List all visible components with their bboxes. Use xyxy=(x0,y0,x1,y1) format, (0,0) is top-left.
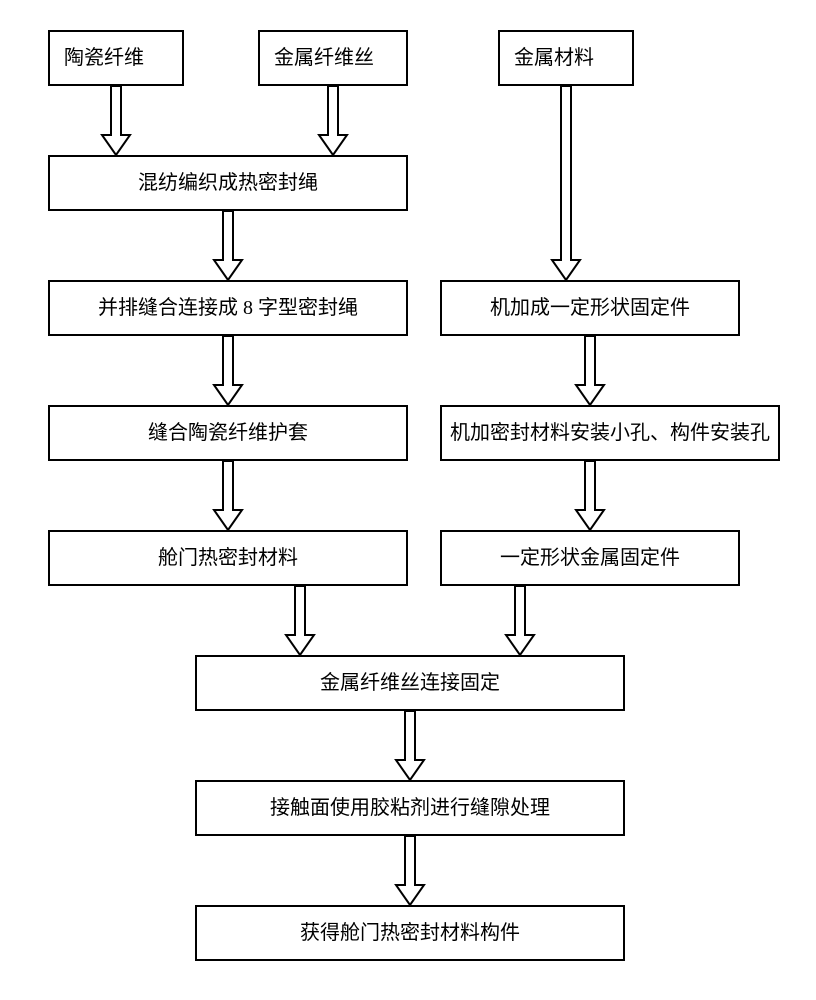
flow-arrow xyxy=(506,586,534,655)
flow-node-label: 陶瓷纤维 xyxy=(64,46,144,70)
flow-node-n2: 金属纤维丝 xyxy=(258,30,408,86)
flow-arrow xyxy=(396,711,424,780)
flow-node-n7: 缝合陶瓷纤维护套 xyxy=(48,405,408,461)
flow-arrow xyxy=(102,86,130,155)
flow-node-n1: 陶瓷纤维 xyxy=(48,30,184,86)
flow-node-n3: 金属材料 xyxy=(498,30,634,86)
flowchart-canvas: 陶瓷纤维 金属纤维丝 金属材料混纺编织成热密封绳并排缝合连接成 8 字型密封绳 机加成… xyxy=(0,0,816,1000)
flow-node-n11: 金属纤维丝连接固定 xyxy=(195,655,625,711)
flow-node-label: 获得舱门热密封材料构件 xyxy=(300,921,520,945)
flow-arrow xyxy=(319,86,347,155)
flow-node-label: 金属纤维丝连接固定 xyxy=(320,671,500,695)
flowchart-arrows xyxy=(0,0,816,1000)
flow-node-label: 缝合陶瓷纤维护套 xyxy=(148,421,308,445)
flow-node-label: 混纺编织成热密封绳 xyxy=(138,171,318,195)
flow-node-n13: 获得舱门热密封材料构件 xyxy=(195,905,625,961)
flow-node-label: 一定形状金属固定件 xyxy=(500,546,680,570)
flow-node-n10: 一定形状金属固定件 xyxy=(440,530,740,586)
flow-arrow xyxy=(214,336,242,405)
flow-node-n4: 混纺编织成热密封绳 xyxy=(48,155,408,211)
flow-node-label: 金属纤维丝 xyxy=(274,46,374,70)
flow-node-label: 金属材料 xyxy=(514,46,594,70)
flow-arrow xyxy=(576,336,604,405)
flow-arrow xyxy=(552,86,580,280)
flow-node-n12: 接触面使用胶粘剂进行缝隙处理 xyxy=(195,780,625,836)
flow-arrow xyxy=(396,836,424,905)
flow-arrow xyxy=(214,461,242,530)
flow-arrow xyxy=(286,586,314,655)
flow-node-n6: 机加成一定形状固定件 xyxy=(440,280,740,336)
flow-node-label: 并排缝合连接成 8 字型密封绳 xyxy=(98,296,358,320)
flow-arrow xyxy=(214,211,242,280)
flow-node-n8: 机加密封材料安装小孔、构件安装孔 xyxy=(440,405,780,461)
flow-node-label: 舱门热密封材料 xyxy=(158,546,298,570)
flow-arrow xyxy=(576,461,604,530)
flow-node-n5: 并排缝合连接成 8 字型密封绳 xyxy=(48,280,408,336)
flow-node-label: 接触面使用胶粘剂进行缝隙处理 xyxy=(270,796,550,820)
flow-node-label: 机加密封材料安装小孔、构件安装孔 xyxy=(450,421,770,445)
flow-node-n9: 舱门热密封材料 xyxy=(48,530,408,586)
flow-node-label: 机加成一定形状固定件 xyxy=(490,296,690,320)
